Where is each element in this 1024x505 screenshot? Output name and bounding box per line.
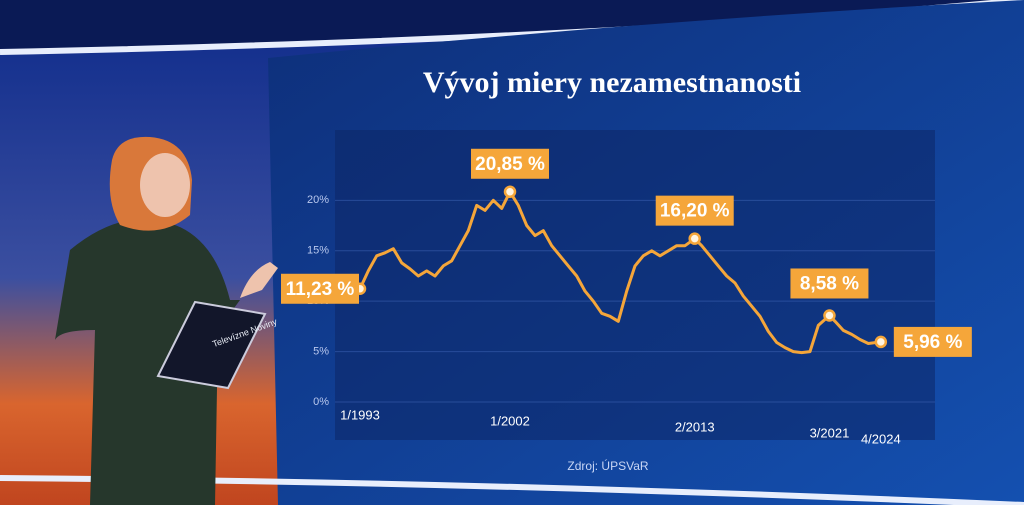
x-tick-label: 3/2021 <box>810 425 850 440</box>
annotation-point <box>823 309 836 322</box>
source: Zdroj: ÚPSVaR <box>567 458 648 473</box>
annotation-box <box>893 326 972 357</box>
x-tick-label: 2/2013 <box>675 419 715 434</box>
y-tick-label: 20% <box>307 194 329 206</box>
annotation-label: 20,85 % <box>475 154 545 175</box>
annotation-point <box>503 185 517 199</box>
annotation-box <box>281 273 359 304</box>
x-tick-label: 1/1993 <box>340 407 380 422</box>
y-tick-label: 0% <box>313 396 329 408</box>
presenter-body <box>55 220 240 505</box>
annotation-point <box>688 232 701 245</box>
annotation-box <box>471 148 549 179</box>
top-band <box>0 0 1024 52</box>
annotation-label: 5,96 % <box>903 332 962 353</box>
x-tick-label: 4/2024 <box>861 431 901 446</box>
presenter-face <box>140 153 190 217</box>
presenter-hand <box>240 262 278 298</box>
annotation-label: 8,58 % <box>800 274 859 295</box>
tablet <box>156 300 267 390</box>
x-tick-label: 1/2002 <box>490 413 530 428</box>
annotation-label: 16,20 % <box>660 201 730 222</box>
y-tick-label: 5% <box>313 345 329 357</box>
data-line <box>358 190 881 355</box>
annotation-point <box>874 335 888 349</box>
annotation-box <box>655 195 734 226</box>
annotation-box <box>790 268 869 299</box>
presenter: Televízne Noviny <box>55 136 279 505</box>
y-tick-label: 15% <box>307 245 329 257</box>
annotation-label: 11,23 % <box>286 279 355 300</box>
chart-title: Vývoj miery nezamestnanosti <box>423 66 801 99</box>
